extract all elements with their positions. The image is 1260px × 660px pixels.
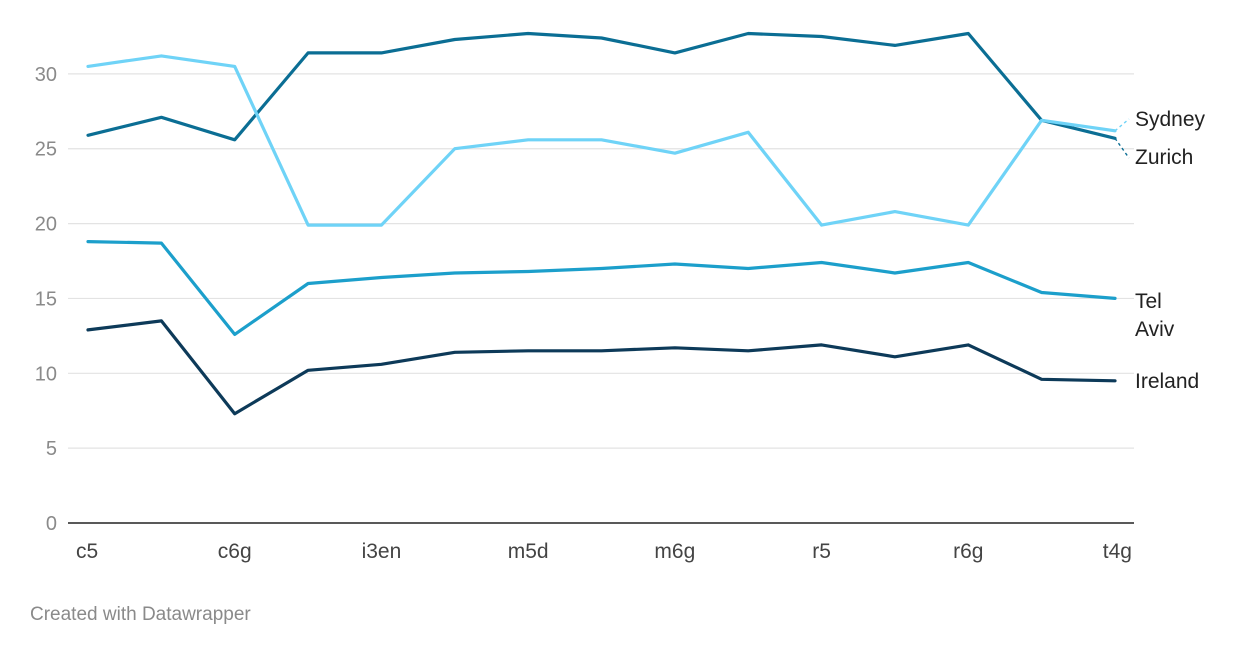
- y-tick-label: 10: [35, 363, 57, 385]
- x-tick-label: r6g: [953, 540, 983, 563]
- x-tick-label: m5d: [508, 540, 549, 563]
- series-line-tel-aviv: [86, 240, 1117, 336]
- x-tick-label: m6g: [654, 540, 695, 563]
- series-line-zurich: [86, 31, 1117, 142]
- y-tick-label: 5: [46, 438, 57, 460]
- grid-lines: [68, 73, 1134, 524]
- series-label-tel-aviv: Tel Aviv: [1135, 290, 1175, 341]
- label-leader-sydney: [1114, 118, 1130, 132]
- y-tick-label: 20: [35, 214, 57, 236]
- label-leader-zurich: [1114, 137, 1130, 159]
- y-axis-ticks: 0 5 10 15 20 25 30: [35, 64, 57, 535]
- y-tick-label: 30: [35, 64, 57, 86]
- y-tick-label: 25: [35, 139, 57, 161]
- series-label-sydney: Sydney: [1135, 108, 1206, 131]
- chart-credit: Created with Datawrapper: [30, 604, 251, 625]
- series-line-sydney: [86, 54, 1117, 227]
- x-tick-label: c5: [76, 540, 98, 563]
- x-tick-label: i3en: [362, 540, 402, 563]
- series-end-labels: Sydney Zurich Tel Aviv Ireland: [1114, 108, 1206, 393]
- series-line-ireland: [86, 319, 1117, 416]
- y-tick-label: 15: [35, 288, 57, 310]
- series-label-zurich: Zurich: [1135, 146, 1193, 169]
- x-tick-label: t4g: [1103, 540, 1132, 563]
- y-tick-label: 0: [46, 513, 57, 535]
- series-label-ireland: Ireland: [1135, 370, 1199, 393]
- x-axis-ticks: c5 c6g i3en m5d m6g r5 r6g t4g: [76, 540, 1132, 563]
- x-tick-label: r5: [812, 540, 831, 563]
- x-tick-label: c6g: [218, 540, 252, 563]
- series-lines: [86, 31, 1117, 416]
